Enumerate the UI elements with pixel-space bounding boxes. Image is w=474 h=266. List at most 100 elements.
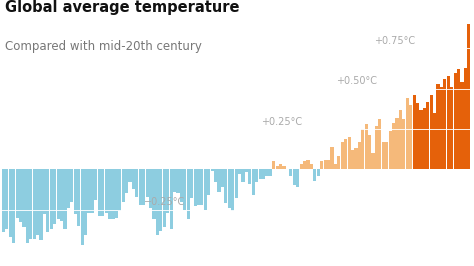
Bar bbox=[228, 169, 231, 208]
Bar bbox=[440, 87, 443, 169]
Bar bbox=[159, 169, 163, 231]
Bar bbox=[46, 169, 49, 232]
Bar bbox=[87, 169, 91, 213]
Bar bbox=[419, 110, 422, 169]
Bar bbox=[60, 169, 63, 221]
Bar bbox=[81, 169, 84, 245]
Bar bbox=[50, 169, 53, 229]
Bar bbox=[43, 169, 46, 214]
Bar bbox=[39, 169, 43, 240]
Bar bbox=[409, 105, 412, 169]
Bar bbox=[187, 169, 190, 219]
Bar bbox=[139, 169, 142, 205]
Bar bbox=[245, 169, 248, 172]
Text: Global average temperature: Global average temperature bbox=[5, 0, 239, 15]
Bar bbox=[334, 164, 337, 169]
Bar bbox=[337, 156, 340, 169]
Bar bbox=[365, 124, 368, 169]
Bar bbox=[368, 135, 371, 169]
Bar bbox=[170, 169, 173, 229]
Bar bbox=[429, 95, 433, 169]
Bar bbox=[149, 169, 152, 208]
Bar bbox=[9, 169, 12, 237]
Bar bbox=[77, 169, 80, 226]
Bar bbox=[115, 169, 118, 218]
Bar bbox=[163, 169, 166, 227]
Bar bbox=[303, 161, 306, 169]
Bar bbox=[344, 139, 347, 169]
Bar bbox=[248, 169, 251, 184]
Bar bbox=[378, 119, 382, 169]
Bar bbox=[382, 142, 385, 169]
Bar bbox=[426, 102, 429, 169]
Bar bbox=[132, 169, 135, 189]
Bar bbox=[300, 164, 303, 169]
Bar bbox=[2, 169, 5, 232]
Bar bbox=[53, 169, 56, 224]
Bar bbox=[176, 169, 180, 193]
Bar bbox=[269, 169, 272, 176]
Bar bbox=[235, 169, 238, 198]
Bar bbox=[460, 82, 464, 169]
Text: −0.25°C: −0.25°C bbox=[144, 197, 185, 207]
Bar bbox=[320, 161, 323, 169]
Bar bbox=[423, 108, 426, 169]
Bar bbox=[279, 164, 282, 169]
Bar bbox=[310, 164, 313, 169]
Bar bbox=[111, 169, 115, 219]
Bar bbox=[454, 73, 457, 169]
Bar bbox=[118, 169, 121, 211]
Bar bbox=[327, 160, 330, 169]
Bar bbox=[272, 161, 275, 169]
Bar bbox=[313, 169, 317, 181]
Bar bbox=[125, 169, 128, 193]
Bar bbox=[36, 169, 39, 235]
Bar bbox=[98, 169, 101, 216]
Bar bbox=[399, 110, 402, 169]
Bar bbox=[153, 169, 155, 219]
Bar bbox=[265, 169, 268, 176]
Bar bbox=[156, 169, 159, 235]
Bar bbox=[201, 169, 203, 205]
Bar bbox=[443, 79, 447, 169]
Bar bbox=[306, 160, 310, 169]
Bar bbox=[385, 142, 388, 169]
Bar bbox=[262, 169, 265, 179]
Bar bbox=[29, 169, 32, 239]
Bar bbox=[276, 166, 279, 169]
Bar bbox=[457, 69, 460, 169]
Bar bbox=[33, 169, 36, 239]
Bar bbox=[12, 169, 15, 243]
Bar bbox=[146, 169, 149, 197]
Bar bbox=[437, 84, 440, 169]
Bar bbox=[70, 169, 73, 202]
Bar bbox=[5, 169, 9, 229]
Bar bbox=[173, 169, 176, 192]
Bar bbox=[197, 169, 200, 205]
Bar bbox=[389, 131, 392, 169]
Bar bbox=[180, 169, 183, 202]
Bar bbox=[341, 142, 344, 169]
Bar bbox=[293, 169, 296, 185]
Bar bbox=[296, 169, 299, 187]
Bar bbox=[355, 148, 357, 169]
Text: +0.75°C: +0.75°C bbox=[374, 36, 415, 46]
Bar bbox=[375, 126, 378, 169]
Bar bbox=[101, 169, 104, 216]
Bar bbox=[433, 113, 436, 169]
Bar bbox=[166, 169, 169, 213]
Bar bbox=[207, 169, 210, 195]
Text: Compared with mid-20th century: Compared with mid-20th century bbox=[5, 40, 201, 53]
Bar bbox=[238, 169, 241, 174]
Bar bbox=[128, 169, 132, 182]
Bar bbox=[358, 142, 361, 169]
Bar bbox=[108, 169, 111, 219]
Bar bbox=[361, 129, 365, 169]
Bar bbox=[330, 147, 334, 169]
Bar bbox=[193, 169, 197, 206]
Bar bbox=[467, 24, 470, 169]
Bar bbox=[258, 169, 262, 179]
Bar bbox=[450, 87, 453, 169]
Bar bbox=[224, 169, 228, 203]
Bar bbox=[406, 98, 409, 169]
